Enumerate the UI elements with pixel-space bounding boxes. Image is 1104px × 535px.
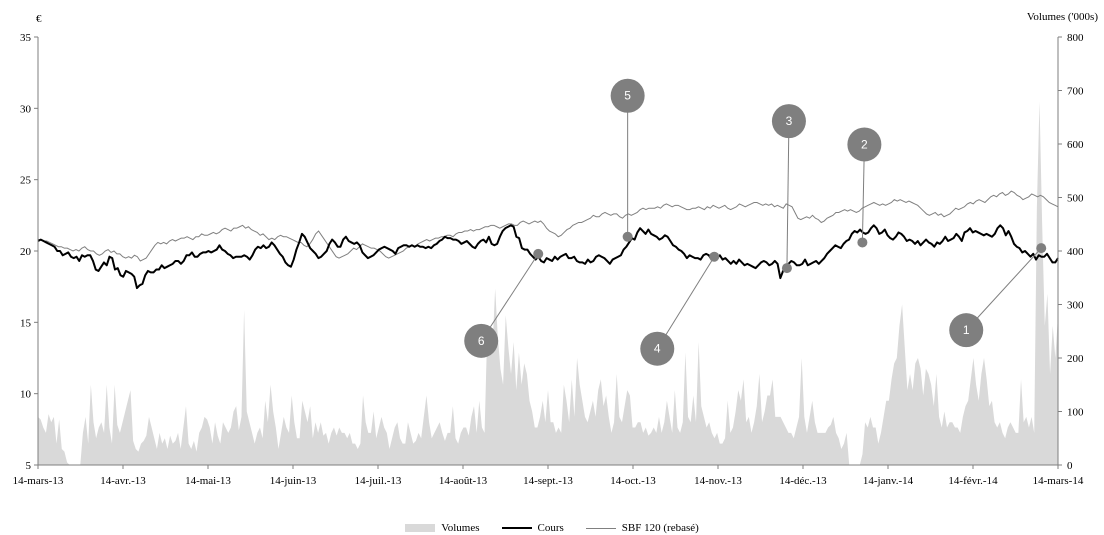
annotation-bubble	[610, 78, 645, 113]
x-tick-label: 14-janv.-14	[863, 475, 914, 487]
x-tick-label: 14-avr.-13	[100, 475, 146, 487]
annotation-point	[622, 231, 633, 242]
sbf120-line	[38, 190, 1059, 262]
cours-line-layer	[37, 224, 1059, 290]
x-tick-label: 14-juin-13	[270, 475, 317, 487]
legend-label-cours: Cours	[537, 522, 564, 534]
axes-layer: € Volumes ('000s) 5101520253035010020030…	[13, 11, 1099, 487]
annotation-leader-line	[786, 121, 790, 269]
y-right-tick-label: 700	[1067, 86, 1084, 98]
chart-legend: Volumes Cours SBF 120 (rebasé)	[0, 521, 1104, 535]
annotation-bubble	[949, 313, 984, 348]
y-right-unit-label: Volumes ('000s)	[1027, 11, 1098, 23]
legend-label-sbf: SBF 120 (rebasé)	[621, 522, 699, 534]
legend-swatch-volumes	[405, 524, 436, 532]
legend-item-sbf: SBF 120 (rebasé)	[585, 522, 699, 534]
y-left-tick-label: 10	[20, 389, 32, 401]
x-tick-label: 14-juil.-13	[355, 475, 402, 487]
x-tick-label: 14-mars-14	[1033, 475, 1084, 487]
annotation-bubble	[640, 331, 675, 366]
volume-area-layer	[38, 101, 1058, 465]
y-left-tick-label: 25	[20, 175, 32, 187]
annotation-leader-line	[480, 253, 539, 342]
y-left-tick-label: 30	[20, 103, 32, 115]
annotation-point	[1036, 243, 1047, 254]
x-tick-label: 14-déc.-13	[779, 475, 827, 487]
y-left-tick-label: 20	[20, 246, 32, 258]
legend-label-volumes: Volumes	[441, 522, 480, 534]
legend-item-cours: Cours	[501, 522, 564, 534]
y-right-tick-label: 400	[1067, 246, 1084, 258]
y-right-tick-label: 500	[1067, 193, 1084, 205]
x-tick-label: 14-févr.-14	[948, 475, 998, 487]
legend-item-volumes: Volumes	[405, 522, 480, 534]
annotation-point	[857, 237, 868, 248]
y-left-unit-label: €	[36, 13, 42, 25]
x-tick-label: 14-mai-13	[185, 475, 231, 487]
y-right-tick-label: 800	[1067, 32, 1084, 44]
y-right-tick-label: 300	[1067, 300, 1084, 312]
annotation-markers-layer: 1 2 3 4 5 6	[464, 78, 1047, 366]
annotation-bubble	[847, 127, 882, 162]
x-tick-label: 14-sept.-13	[523, 475, 573, 487]
y-right-tick-label: 200	[1067, 353, 1084, 365]
y-right-tick-label: 100	[1067, 407, 1084, 419]
annotation-bubble	[464, 323, 499, 358]
annotation-label: 6	[478, 334, 485, 348]
y-left-tick-label: 5	[26, 460, 32, 472]
sbf120-line-layer	[38, 190, 1059, 262]
annotation-point	[781, 263, 792, 274]
annotation-leader-line	[656, 256, 715, 349]
annotation-label: 3	[786, 114, 793, 128]
annotation-label: 2	[861, 137, 868, 151]
annotation-point	[709, 251, 720, 262]
x-tick-label: 14-oct.-13	[610, 475, 656, 487]
cours-line	[37, 224, 1059, 290]
annotation-label: 5	[624, 89, 631, 103]
legend-swatch-cours	[501, 527, 532, 529]
x-tick-label: 14-nov.-13	[694, 475, 742, 487]
y-right-tick-label: 0	[1067, 460, 1073, 472]
volumes-area	[38, 101, 1058, 465]
y-left-tick-label: 35	[20, 32, 32, 44]
annotation-label: 1	[963, 323, 970, 337]
x-tick-label: 14-août-13	[439, 475, 488, 487]
annotation-bubble	[771, 104, 806, 139]
annotation-label: 4	[654, 342, 661, 356]
y-right-tick-label: 600	[1067, 139, 1084, 151]
annotation-leader-line	[965, 247, 1042, 331]
annotation-point	[533, 248, 544, 259]
x-tick-label: 14-mars-13	[13, 475, 64, 487]
y-left-tick-label: 15	[20, 317, 32, 329]
legend-swatch-sbf	[585, 527, 616, 529]
